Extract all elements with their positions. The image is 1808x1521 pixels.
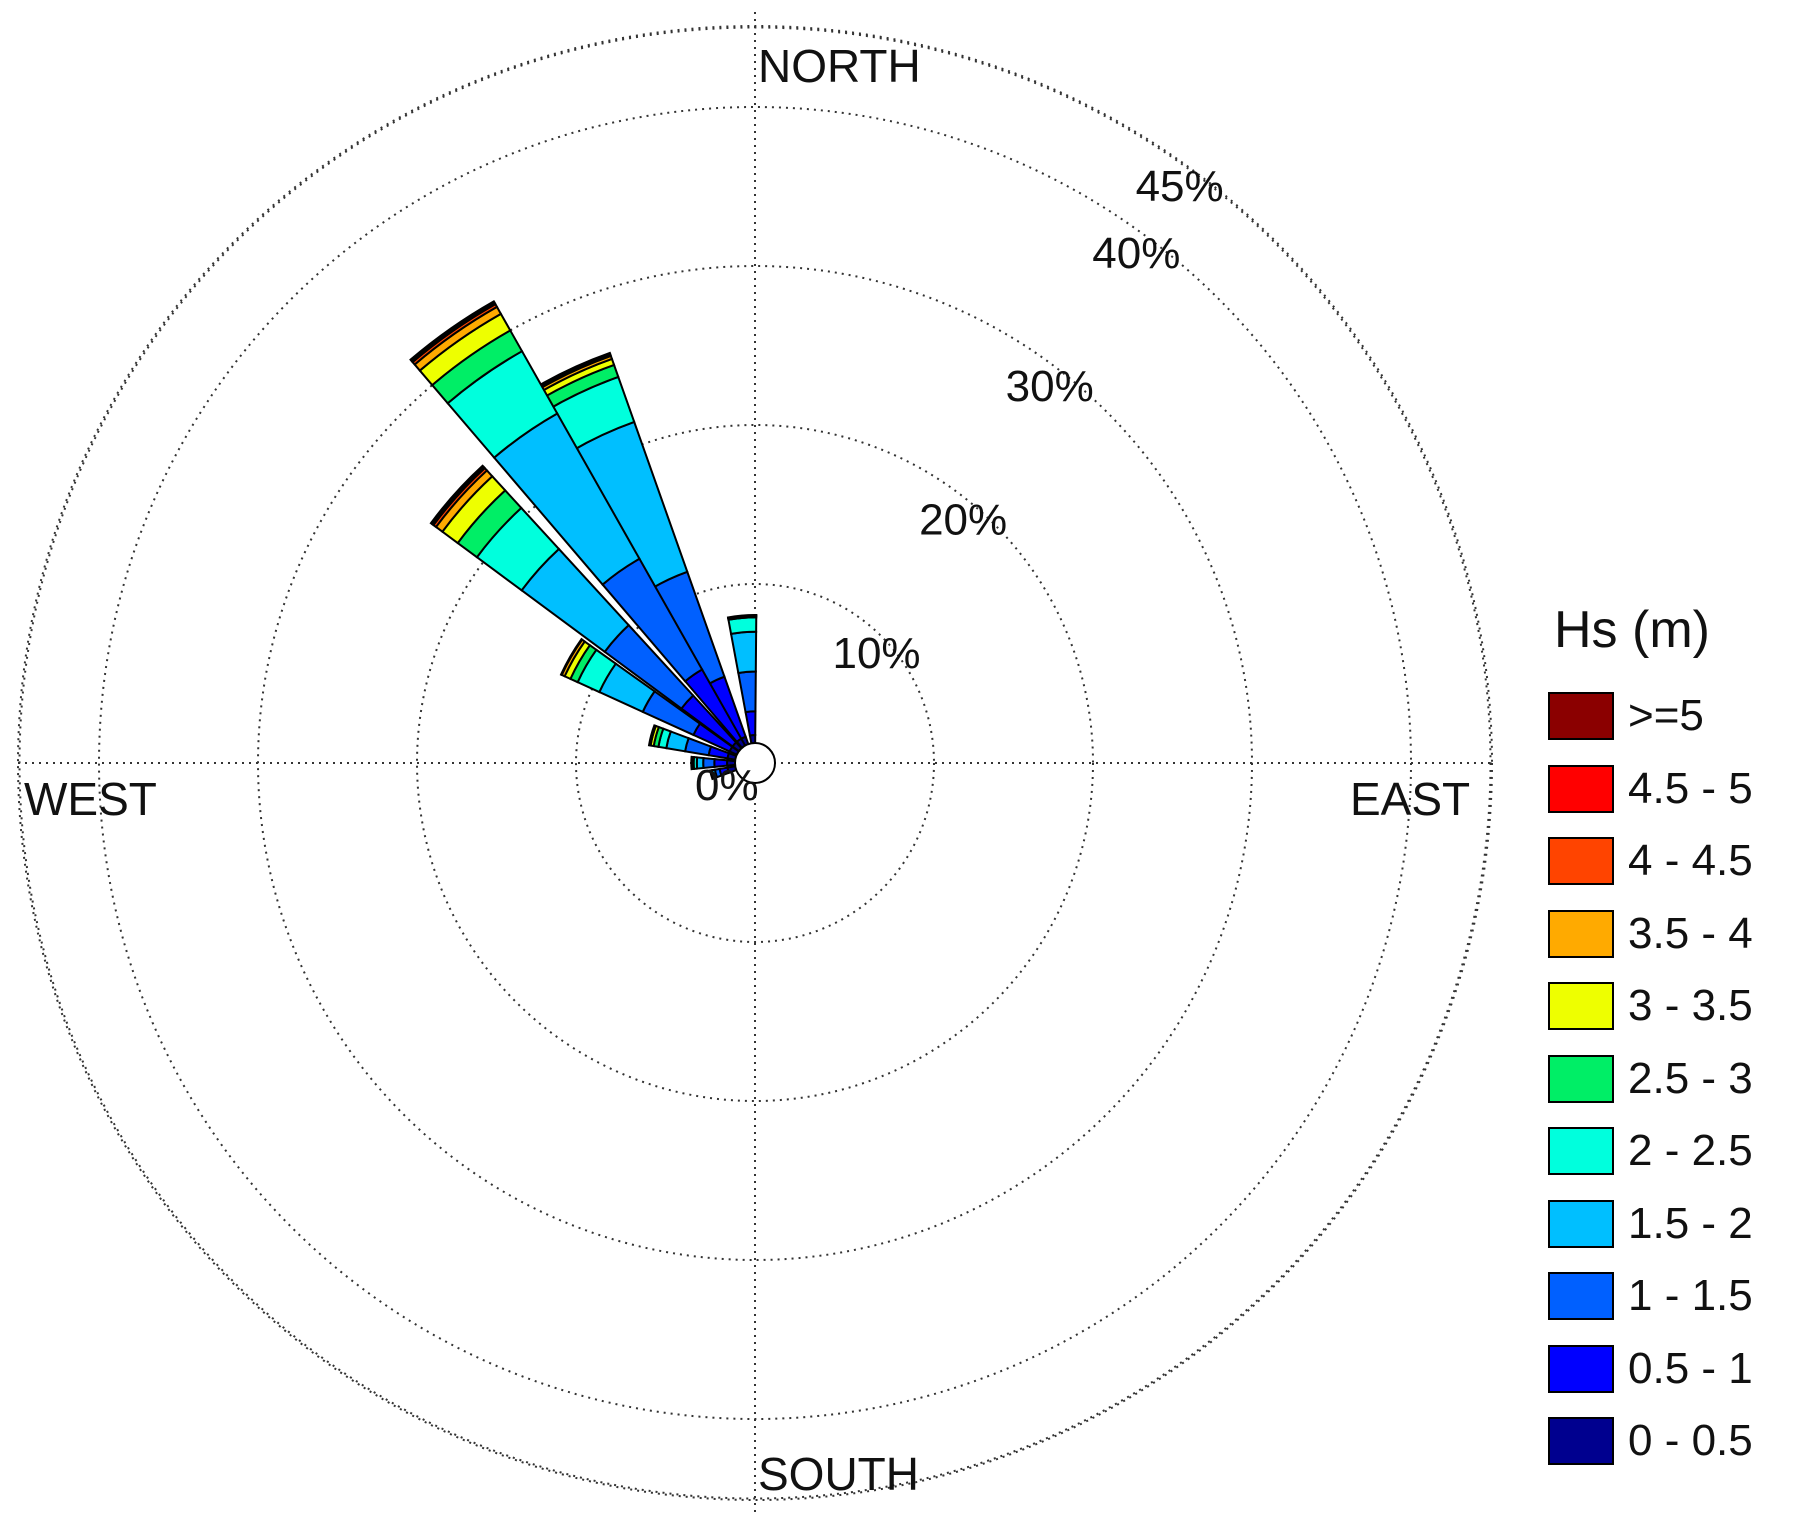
sector-7-bin-4 [709, 769, 716, 781]
legend-item: 4.5 - 5 [1548, 753, 1798, 826]
legend-swatch [1548, 1127, 1614, 1176]
legend-swatch [1548, 1417, 1614, 1466]
tick-label-1: 20% [919, 496, 1007, 545]
label-north: NORTH [758, 40, 921, 92]
legend-label: 1.5 - 2 [1628, 1198, 1753, 1248]
legend-label: 2 - 2.5 [1628, 1126, 1753, 1176]
sector-3-bin-10 [429, 464, 486, 526]
legend-item: 0 - 0.5 [1548, 1405, 1798, 1478]
sector-5-bin-7 [647, 724, 658, 747]
legend-swatch [1548, 764, 1614, 813]
ring-0 [575, 583, 935, 943]
legend-item: 2.5 - 3 [1548, 1043, 1798, 1116]
legend-item: 2 - 2.5 [1548, 1115, 1798, 1188]
legend-swatch [1548, 1199, 1614, 1248]
legend-label: 0.5 - 1 [1628, 1343, 1753, 1393]
sector-0-bin-3 [729, 630, 758, 675]
wind-rose-chart: NORTH SOUTH WEST EAST 0% 10% 20% 30% 40% 45% [17, 12, 1493, 1515]
legend-item: 1.5 - 2 [1548, 1188, 1798, 1261]
legend-item: >=5 [1548, 680, 1798, 753]
center-calm-circle [734, 742, 776, 784]
sector-2-bin-10 [409, 300, 496, 363]
legend-swatch [1548, 1272, 1614, 1321]
legend-swatch [1548, 692, 1614, 741]
legend-item: 0.5 - 1 [1548, 1333, 1798, 1406]
legend-label: 2.5 - 3 [1628, 1053, 1753, 1103]
legend-swatch [1548, 982, 1614, 1031]
legend-label: >=5 [1628, 691, 1704, 741]
legend-label: 4 - 4.5 [1628, 836, 1753, 886]
legend-label: 1 - 1.5 [1628, 1271, 1753, 1321]
legend-swatch [1548, 1344, 1614, 1393]
legend-item: 4 - 4.5 [1548, 825, 1798, 898]
label-south: SOUTH [758, 1448, 919, 1500]
sector-4-bin-8 [559, 637, 584, 677]
sector-1-bin-10 [532, 351, 612, 391]
label-origin: 0% [695, 761, 759, 810]
sector-6-bin-6 [690, 755, 694, 771]
tick-label-0: 10% [832, 629, 920, 678]
legend-label: 4.5 - 5 [1628, 763, 1753, 813]
legend-swatch [1548, 837, 1614, 886]
tick-label-4: 45% [1136, 162, 1224, 211]
legend-label: 3.5 - 4 [1628, 908, 1753, 958]
legend-swatch [1548, 909, 1614, 958]
ring-1 [416, 424, 1094, 1102]
legend-title: Hs (m) [1554, 601, 1710, 659]
sector-bars [409, 300, 758, 781]
tick-label-3: 40% [1092, 229, 1180, 278]
label-east: EAST [1350, 773, 1470, 825]
legend: Hs (m) >=5 4.5 - 5 4 - 4.5 3.5 - 4 3 - 3.5 2.… [1548, 600, 1798, 1478]
legend-items: >=5 4.5 - 5 4 - 4.5 3.5 - 4 3 - 3.5 2.5 - 3 2 … [1548, 680, 1798, 1478]
sector-0-bin-2 [737, 670, 757, 714]
sector-0-bin-1 [744, 710, 757, 737]
legend-swatch [1548, 1054, 1614, 1103]
legend-item: 1 - 1.5 [1548, 1260, 1798, 1333]
sector-0-bin-7 [726, 614, 758, 619]
legend-label: 3 - 3.5 [1628, 981, 1753, 1031]
label-west: WEST [24, 773, 157, 825]
legend-label: 0 - 0.5 [1628, 1416, 1753, 1466]
tick-label-2: 30% [1006, 362, 1094, 411]
radial-tick-labels: 10% 20% 30% 40% 45% [832, 162, 1223, 678]
legend-item: 3.5 - 4 [1548, 898, 1798, 971]
legend-item: 3 - 3.5 [1548, 970, 1798, 1043]
